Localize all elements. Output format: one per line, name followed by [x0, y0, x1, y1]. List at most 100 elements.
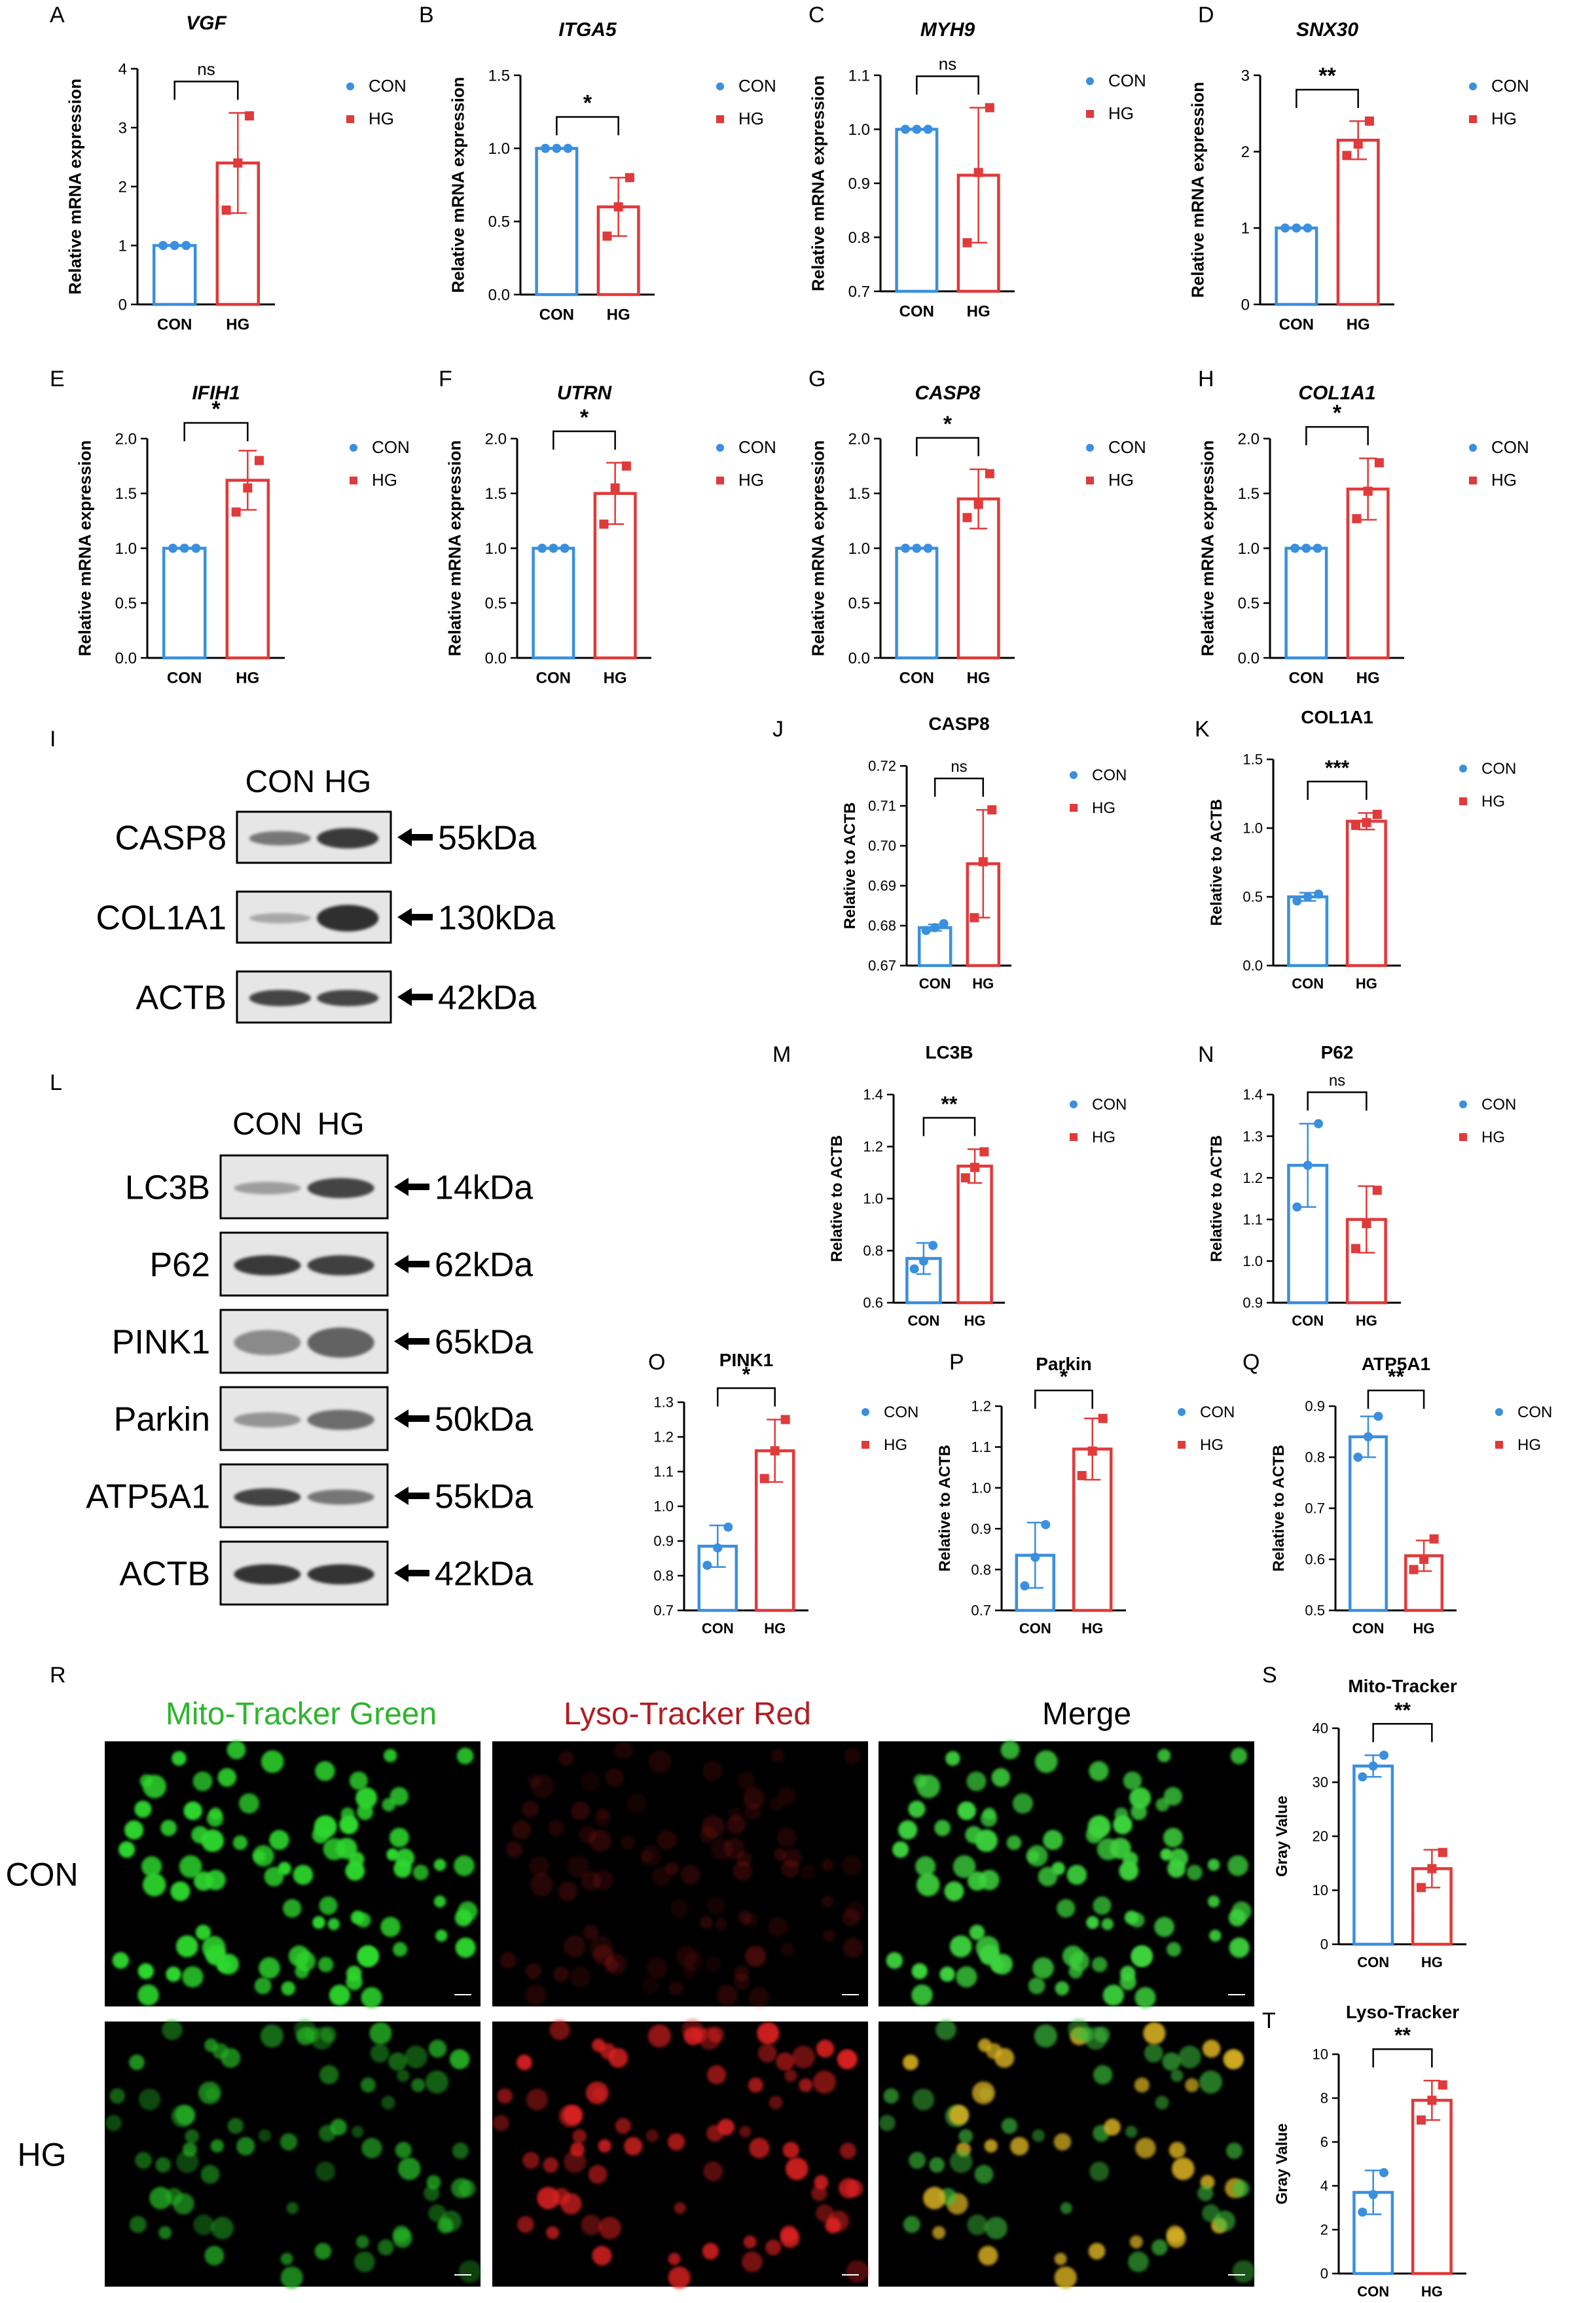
- cell: [570, 1966, 591, 1988]
- chart-title: COL1A1: [1298, 382, 1375, 404]
- y-tick-label: 0.71: [868, 798, 896, 814]
- data-point-hg: [960, 1173, 970, 1183]
- blot-group-label-con: CON: [245, 765, 315, 799]
- cell: [1054, 2266, 1077, 2289]
- significance-bracket: [1372, 1723, 1433, 1743]
- legend: CON HG: [1459, 760, 1516, 810]
- cell: [657, 1830, 677, 1850]
- significance-bracket: [183, 422, 249, 441]
- chart-q: 0.5 0.6 0.7 0.8 0.9 Relative to ACTB ATP5A1 CON…: [1270, 1354, 1553, 1637]
- cell: [1169, 2141, 1186, 2159]
- blot-row-atp5a1: ATP5A1 55kDa: [86, 1463, 533, 1529]
- cell: [129, 2054, 145, 2071]
- cell: [728, 1807, 742, 1821]
- blot-protein-label: PINK1: [112, 1324, 210, 1362]
- cell: [776, 2052, 795, 2071]
- chart-title: PINK1: [719, 1350, 773, 1370]
- cell: [143, 1873, 166, 1896]
- cell: [283, 1899, 302, 1918]
- legend-label-con: CON: [369, 76, 407, 96]
- cell: [428, 2039, 447, 2058]
- cell: [606, 1953, 627, 1975]
- data-point-con: [168, 543, 178, 553]
- cell: [355, 2235, 369, 2249]
- data-point-hg: [599, 519, 609, 529]
- blot-group-label-hg: HG: [324, 765, 371, 799]
- cell: [340, 1807, 355, 1821]
- cell: [974, 2164, 994, 2184]
- cell: [204, 2245, 225, 2266]
- chart-title: Parkin: [1036, 1354, 1092, 1374]
- y-tick-label: 0.7: [971, 1603, 991, 1619]
- microscopy-row-label: CON: [5, 1857, 78, 1893]
- cell: [320, 2026, 336, 2043]
- y-tick-label: 0.5: [848, 595, 870, 613]
- cell: [1166, 1942, 1182, 1957]
- y-tick-label: 1.4: [1242, 1087, 1263, 1103]
- panel-letter-l: L: [50, 1070, 62, 1095]
- panel-letter-o: O: [648, 1350, 665, 1375]
- y-tick-label: 2.0: [485, 430, 507, 448]
- data-point-hg: [1351, 1244, 1360, 1254]
- cell: [182, 1966, 204, 1988]
- cell: [236, 2137, 255, 2156]
- cell: [702, 2243, 719, 2260]
- blot-protein-label: LC3B: [125, 1169, 210, 1207]
- cell: [748, 1987, 770, 2008]
- data-point-hg: [985, 103, 994, 113]
- panel-letter-h: H: [1198, 367, 1214, 391]
- y-tick-label: 1.0: [848, 121, 870, 139]
- data-point-hg: [254, 456, 264, 465]
- legend-marker-con: [1178, 1408, 1186, 1416]
- chart-title: ATP5A1: [1362, 1354, 1430, 1374]
- cell: [412, 1864, 429, 1881]
- y-tick-label: 0.8: [653, 1568, 674, 1584]
- legend-label-hg: HG: [1108, 103, 1134, 123]
- data-point-hg: [610, 483, 620, 493]
- cell: [522, 1800, 539, 1818]
- significance-bracket: [1367, 1389, 1425, 1409]
- y-axis-label: Relative to ACTB: [828, 1135, 846, 1262]
- y-tick-label: 10: [1313, 1882, 1328, 1898]
- cell: [909, 2152, 926, 2169]
- data-point-hg: [1438, 1847, 1447, 1857]
- cell: [985, 2217, 1007, 2240]
- cell: [1128, 2251, 1149, 2272]
- cell: [588, 2164, 608, 2184]
- blot-size-label: 130kDa: [438, 899, 555, 937]
- cell: [525, 1963, 542, 1980]
- cell: [1232, 2260, 1256, 2283]
- x-tick-label: CON: [1292, 1313, 1324, 1329]
- significance-bracket: [934, 777, 985, 797]
- y-axis-label: Relative mRNA expression: [445, 441, 465, 657]
- blot-size-label: 55kDa: [438, 820, 536, 858]
- cell: [841, 1855, 862, 1876]
- y-tick-label: 0.9: [1305, 1398, 1325, 1415]
- y-axis-label: Relative to ACTB: [1208, 799, 1225, 926]
- cell: [811, 2185, 827, 2202]
- bar-con: [152, 244, 197, 306]
- cell: [845, 1901, 865, 1921]
- data-point-con: [560, 543, 570, 553]
- cell: [425, 2070, 449, 2094]
- cell: [517, 2054, 532, 2071]
- significance-bracket: [1307, 780, 1368, 800]
- x-tick-label: HG: [964, 1313, 986, 1329]
- y-tick-label: 1.0: [863, 1191, 883, 1207]
- data-point-hg: [602, 231, 612, 241]
- chart-title: CASP8: [928, 714, 989, 734]
- cell: [355, 1787, 378, 1809]
- cell: [739, 2126, 752, 2138]
- cell: [736, 1771, 756, 1790]
- legend-marker-hg: [1459, 797, 1467, 805]
- legend-marker-con: [1086, 77, 1094, 85]
- y-axis-label: Gray Value: [1273, 1796, 1291, 1877]
- x-tick-label: CON: [1279, 316, 1314, 333]
- legend-label-hg: HG: [372, 470, 397, 490]
- data-point-con: [1292, 896, 1302, 906]
- y-tick-label: 2.0: [848, 430, 870, 448]
- cell: [879, 2114, 896, 2131]
- cell: [452, 2142, 469, 2159]
